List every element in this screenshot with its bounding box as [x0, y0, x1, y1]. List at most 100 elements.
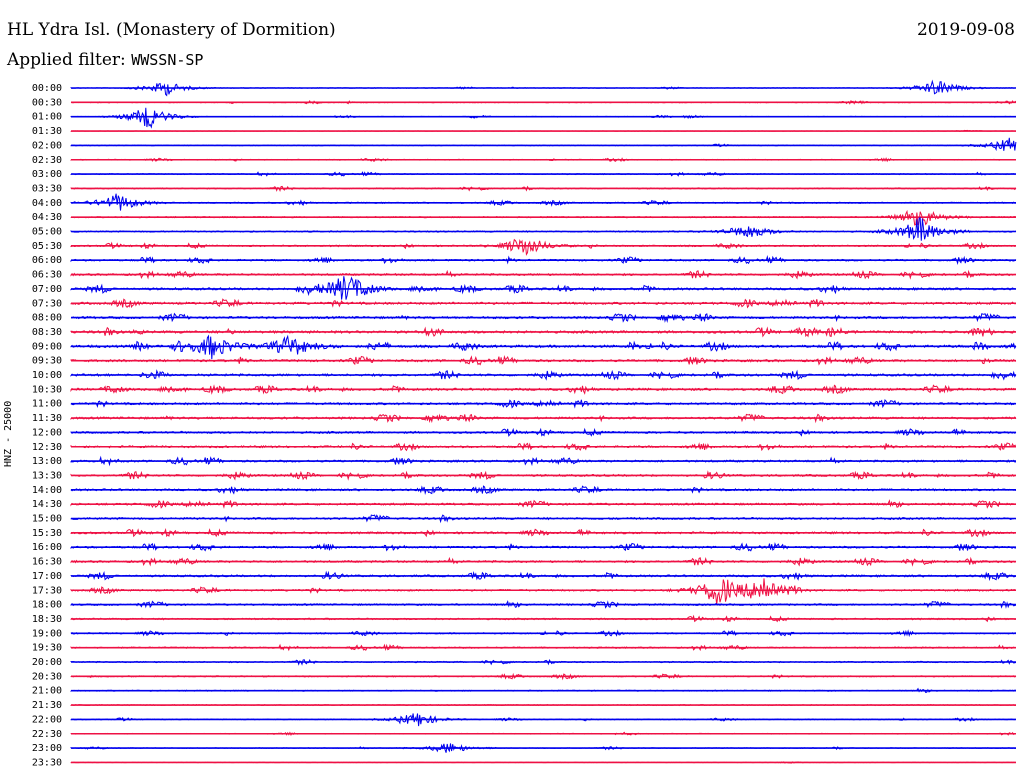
trace-2100	[70, 687, 1016, 693]
row-label-1400: 14:00	[32, 485, 62, 496]
trace-0730	[70, 298, 1016, 309]
trace-0930	[70, 354, 1017, 366]
filter-value: WWSSN-SP	[131, 51, 204, 69]
trace-0100	[70, 107, 1017, 129]
row-label-1930: 19:30	[32, 643, 62, 654]
trace-0300	[70, 171, 1017, 177]
row-label-1030: 10:30	[32, 384, 62, 395]
trace-2000	[70, 659, 1017, 666]
row-label-2200: 22:00	[32, 714, 62, 725]
row-label-1730: 17:30	[32, 585, 62, 596]
trace-0500	[70, 217, 1017, 241]
trace-1800	[70, 600, 1017, 609]
trace-0600	[70, 255, 1017, 265]
filter-line: Applied filter: WWSSN-SP	[7, 50, 203, 70]
row-label-0330: 03:30	[32, 183, 62, 194]
row-label-2330: 23:30	[32, 757, 62, 768]
row-label-0830: 08:30	[32, 327, 62, 338]
row-label-2300: 23:00	[32, 743, 62, 754]
row-label-1900: 19:00	[32, 628, 62, 639]
row-label-0930: 09:30	[32, 356, 62, 367]
trace-0230	[70, 157, 1016, 163]
row-label-1530: 15:30	[32, 528, 62, 539]
trace-1530	[70, 528, 1017, 538]
row-label-1700: 17:00	[32, 571, 62, 582]
trace-0030	[70, 100, 1017, 105]
row-label-1300: 13:00	[32, 456, 62, 467]
row-label-1330: 13:30	[32, 470, 62, 481]
trace-1500	[70, 514, 1017, 524]
trace-1230	[70, 442, 1016, 452]
trace-0800	[70, 312, 1016, 323]
trace-1200	[70, 427, 1017, 437]
trace-0000	[70, 79, 1016, 97]
trace-0830	[70, 326, 1016, 338]
trace-group	[70, 79, 1017, 764]
trace-0900	[70, 334, 1017, 360]
row-label-1230: 12:30	[32, 442, 62, 453]
row-label-0900: 09:00	[32, 341, 62, 352]
trace-1330	[70, 470, 1017, 481]
date-label: 2019-09-08	[916, 20, 1015, 40]
row-label-1100: 11:00	[32, 399, 62, 410]
row-label-0800: 08:00	[32, 313, 62, 324]
trace-0200	[70, 137, 1017, 152]
row-label-0700: 07:00	[32, 284, 62, 295]
row-label-1000: 10:00	[32, 370, 62, 381]
row-label-0030: 00:30	[32, 97, 62, 108]
trace-2330	[70, 761, 1016, 764]
trace-1300	[70, 455, 1016, 467]
row-label-1130: 11:30	[32, 413, 62, 424]
station-title: HL Ydra Isl. (Monastery of Dormition)	[7, 20, 336, 40]
row-label-1830: 18:30	[32, 614, 62, 625]
row-label-2000: 20:00	[32, 657, 62, 668]
row-label-1800: 18:00	[32, 600, 62, 611]
trace-2230	[70, 731, 1016, 736]
row-label-0000: 00:00	[32, 83, 62, 94]
trace-1030	[70, 384, 1017, 395]
trace-1130	[70, 413, 1017, 424]
trace-0430	[70, 209, 1016, 226]
row-label-0730: 07:30	[32, 298, 62, 309]
trace-1600	[70, 542, 1016, 552]
trace-2130	[70, 703, 1016, 707]
trace-2300	[70, 743, 1016, 753]
trace-1100	[70, 398, 1017, 409]
row-label-0400: 04:00	[32, 198, 62, 209]
trace-0630	[70, 269, 1016, 280]
row-label-0300: 03:00	[32, 169, 62, 180]
row-label-0130: 01:30	[32, 126, 62, 137]
row-label-2100: 21:00	[32, 686, 62, 697]
trace-1630	[70, 556, 1017, 567]
row-label-1600: 16:00	[32, 542, 62, 553]
trace-0400	[70, 193, 1016, 211]
trace-2030	[70, 672, 1017, 681]
trace-1730	[70, 578, 1017, 606]
row-label-0100: 01:00	[32, 112, 62, 123]
row-label-0630: 06:30	[32, 270, 62, 281]
row-label-0600: 06:00	[32, 255, 62, 266]
trace-1400	[70, 485, 1017, 495]
row-label-1630: 16:30	[32, 557, 62, 568]
trace-2200	[70, 713, 1017, 727]
row-label-2030: 20:30	[32, 671, 62, 682]
trace-1900	[70, 629, 1016, 638]
row-label-0530: 05:30	[32, 241, 62, 252]
filter-label: Applied filter:	[7, 50, 132, 70]
trace-0130	[70, 129, 1016, 133]
row-label-0430: 04:30	[32, 212, 62, 223]
row-label-1430: 14:30	[32, 499, 62, 510]
row-label-1500: 15:00	[32, 514, 62, 525]
trace-1000	[70, 369, 1017, 381]
trace-0700	[70, 276, 1017, 300]
trace-1430	[70, 499, 1017, 509]
row-labels: 00:00 00:30 01:00 01:30 02:00 02:30 03:00 03:30…	[32, 83, 62, 768]
trace-0330	[70, 185, 1017, 192]
row-label-0500: 05:00	[32, 227, 62, 238]
trace-1930	[70, 643, 1016, 652]
row-label-0230: 02:30	[32, 155, 62, 166]
trace-1700	[70, 570, 1017, 582]
row-label-2230: 22:30	[32, 729, 62, 740]
trace-0530	[70, 238, 1017, 256]
